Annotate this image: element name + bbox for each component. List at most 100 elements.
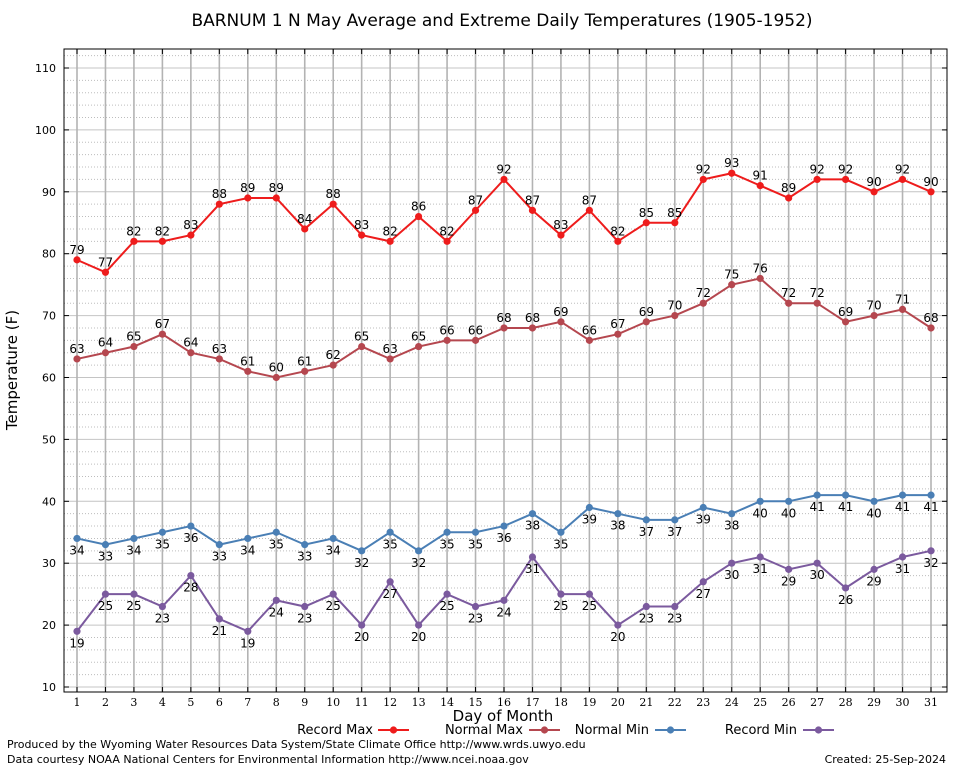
data-point bbox=[585, 503, 594, 512]
data-label: 71 bbox=[895, 292, 910, 306]
data-point bbox=[898, 491, 907, 499]
data-label: 20 bbox=[411, 630, 426, 644]
data-label: 32 bbox=[923, 556, 938, 570]
data-label: 89 bbox=[240, 181, 255, 195]
data-point bbox=[358, 231, 366, 239]
data-point bbox=[927, 188, 935, 196]
data-label: 89 bbox=[269, 181, 284, 195]
x-tick-label: 29 bbox=[867, 696, 881, 709]
legend-marker bbox=[389, 726, 398, 734]
data-label: 33 bbox=[297, 550, 312, 564]
data-label: 87 bbox=[468, 193, 483, 207]
data-label: 87 bbox=[525, 193, 540, 207]
data-label: 24 bbox=[269, 605, 284, 619]
data-point bbox=[842, 318, 850, 326]
data-label: 37 bbox=[667, 525, 682, 539]
x-tick-label: 4 bbox=[159, 696, 166, 709]
data-point bbox=[813, 175, 821, 184]
data-point bbox=[73, 355, 81, 363]
data-label: 75 bbox=[724, 268, 739, 282]
chart-title: BARNUM 1 N May Average and Extreme Daily… bbox=[191, 11, 812, 31]
data-label: 23 bbox=[297, 612, 312, 626]
data-point bbox=[386, 578, 394, 586]
data-point bbox=[500, 522, 508, 530]
data-label: 82 bbox=[126, 224, 141, 238]
data-point bbox=[728, 169, 736, 177]
data-label: 20 bbox=[610, 630, 625, 644]
data-label: 25 bbox=[126, 599, 141, 613]
data-label: 39 bbox=[582, 512, 597, 526]
data-label: 69 bbox=[639, 305, 654, 319]
data-label: 79 bbox=[69, 243, 84, 257]
legend-label: Normal Min bbox=[575, 723, 649, 738]
x-tick-label: 17 bbox=[525, 696, 539, 709]
data-point bbox=[443, 237, 451, 245]
data-label: 38 bbox=[610, 519, 625, 533]
data-point bbox=[528, 510, 537, 518]
data-label: 87 bbox=[582, 193, 597, 207]
data-label: 66 bbox=[582, 323, 597, 337]
x-tick-label: 22 bbox=[668, 696, 682, 709]
data-label: 40 bbox=[781, 506, 796, 520]
x-axis-label: Day of Month bbox=[453, 707, 554, 725]
data-point bbox=[101, 541, 110, 549]
data-point bbox=[471, 602, 480, 611]
legend-label: Record Max bbox=[297, 723, 373, 738]
data-label: 68 bbox=[525, 311, 540, 325]
data-label: 35 bbox=[269, 537, 284, 551]
legend-item-record-max: Record Max bbox=[297, 723, 409, 738]
data-point bbox=[842, 175, 850, 184]
footer-data-courtesy: Data courtesy NOAA National Centers for … bbox=[7, 753, 529, 766]
data-point bbox=[415, 621, 423, 629]
legend-item-record-min: Record Min bbox=[725, 723, 834, 738]
data-point bbox=[870, 497, 878, 505]
x-tick-label: 31 bbox=[924, 696, 938, 709]
data-label: 77 bbox=[98, 255, 113, 269]
legend-label: Normal Max bbox=[445, 723, 523, 738]
data-label: 34 bbox=[326, 543, 341, 557]
data-label: 62 bbox=[326, 348, 341, 362]
data-point bbox=[927, 547, 935, 555]
data-point bbox=[158, 330, 166, 338]
data-label: 26 bbox=[838, 593, 853, 607]
data-label: 69 bbox=[838, 305, 853, 319]
data-label: 92 bbox=[838, 162, 853, 176]
data-point bbox=[728, 510, 736, 518]
data-label: 91 bbox=[753, 169, 768, 183]
x-tick-label: 10 bbox=[326, 696, 340, 709]
x-tick-label: 21 bbox=[639, 696, 653, 709]
legend-marker bbox=[666, 726, 675, 734]
data-point bbox=[699, 175, 707, 184]
data-label: 66 bbox=[439, 323, 454, 337]
y-tick-label: 80 bbox=[42, 248, 56, 261]
legend-item-normal-max: Normal Max bbox=[445, 723, 560, 738]
data-point bbox=[244, 367, 252, 375]
data-point bbox=[244, 194, 252, 202]
x-tick-label: 2 bbox=[102, 696, 109, 709]
data-point bbox=[898, 175, 907, 184]
data-label: 33 bbox=[212, 550, 227, 564]
data-point bbox=[614, 621, 622, 629]
data-point bbox=[415, 212, 423, 221]
data-label: 63 bbox=[69, 342, 84, 356]
data-point bbox=[756, 497, 764, 505]
data-label: 20 bbox=[354, 630, 369, 644]
data-point bbox=[585, 590, 594, 598]
x-tick-label: 7 bbox=[244, 696, 251, 709]
data-point bbox=[73, 256, 81, 264]
data-point bbox=[130, 534, 138, 543]
data-label: 31 bbox=[525, 562, 540, 576]
x-tick-label: 26 bbox=[782, 696, 796, 709]
data-label: 82 bbox=[610, 224, 625, 238]
data-label: 19 bbox=[69, 636, 84, 650]
data-point bbox=[187, 522, 195, 530]
data-point bbox=[898, 305, 907, 314]
y-axis-label: Temperature (F) bbox=[3, 310, 21, 431]
data-point bbox=[642, 602, 650, 611]
data-label: 39 bbox=[696, 512, 711, 526]
data-label: 70 bbox=[866, 299, 881, 313]
data-label: 85 bbox=[639, 206, 654, 220]
x-tick-label: 20 bbox=[611, 696, 625, 709]
data-label: 83 bbox=[183, 218, 198, 232]
